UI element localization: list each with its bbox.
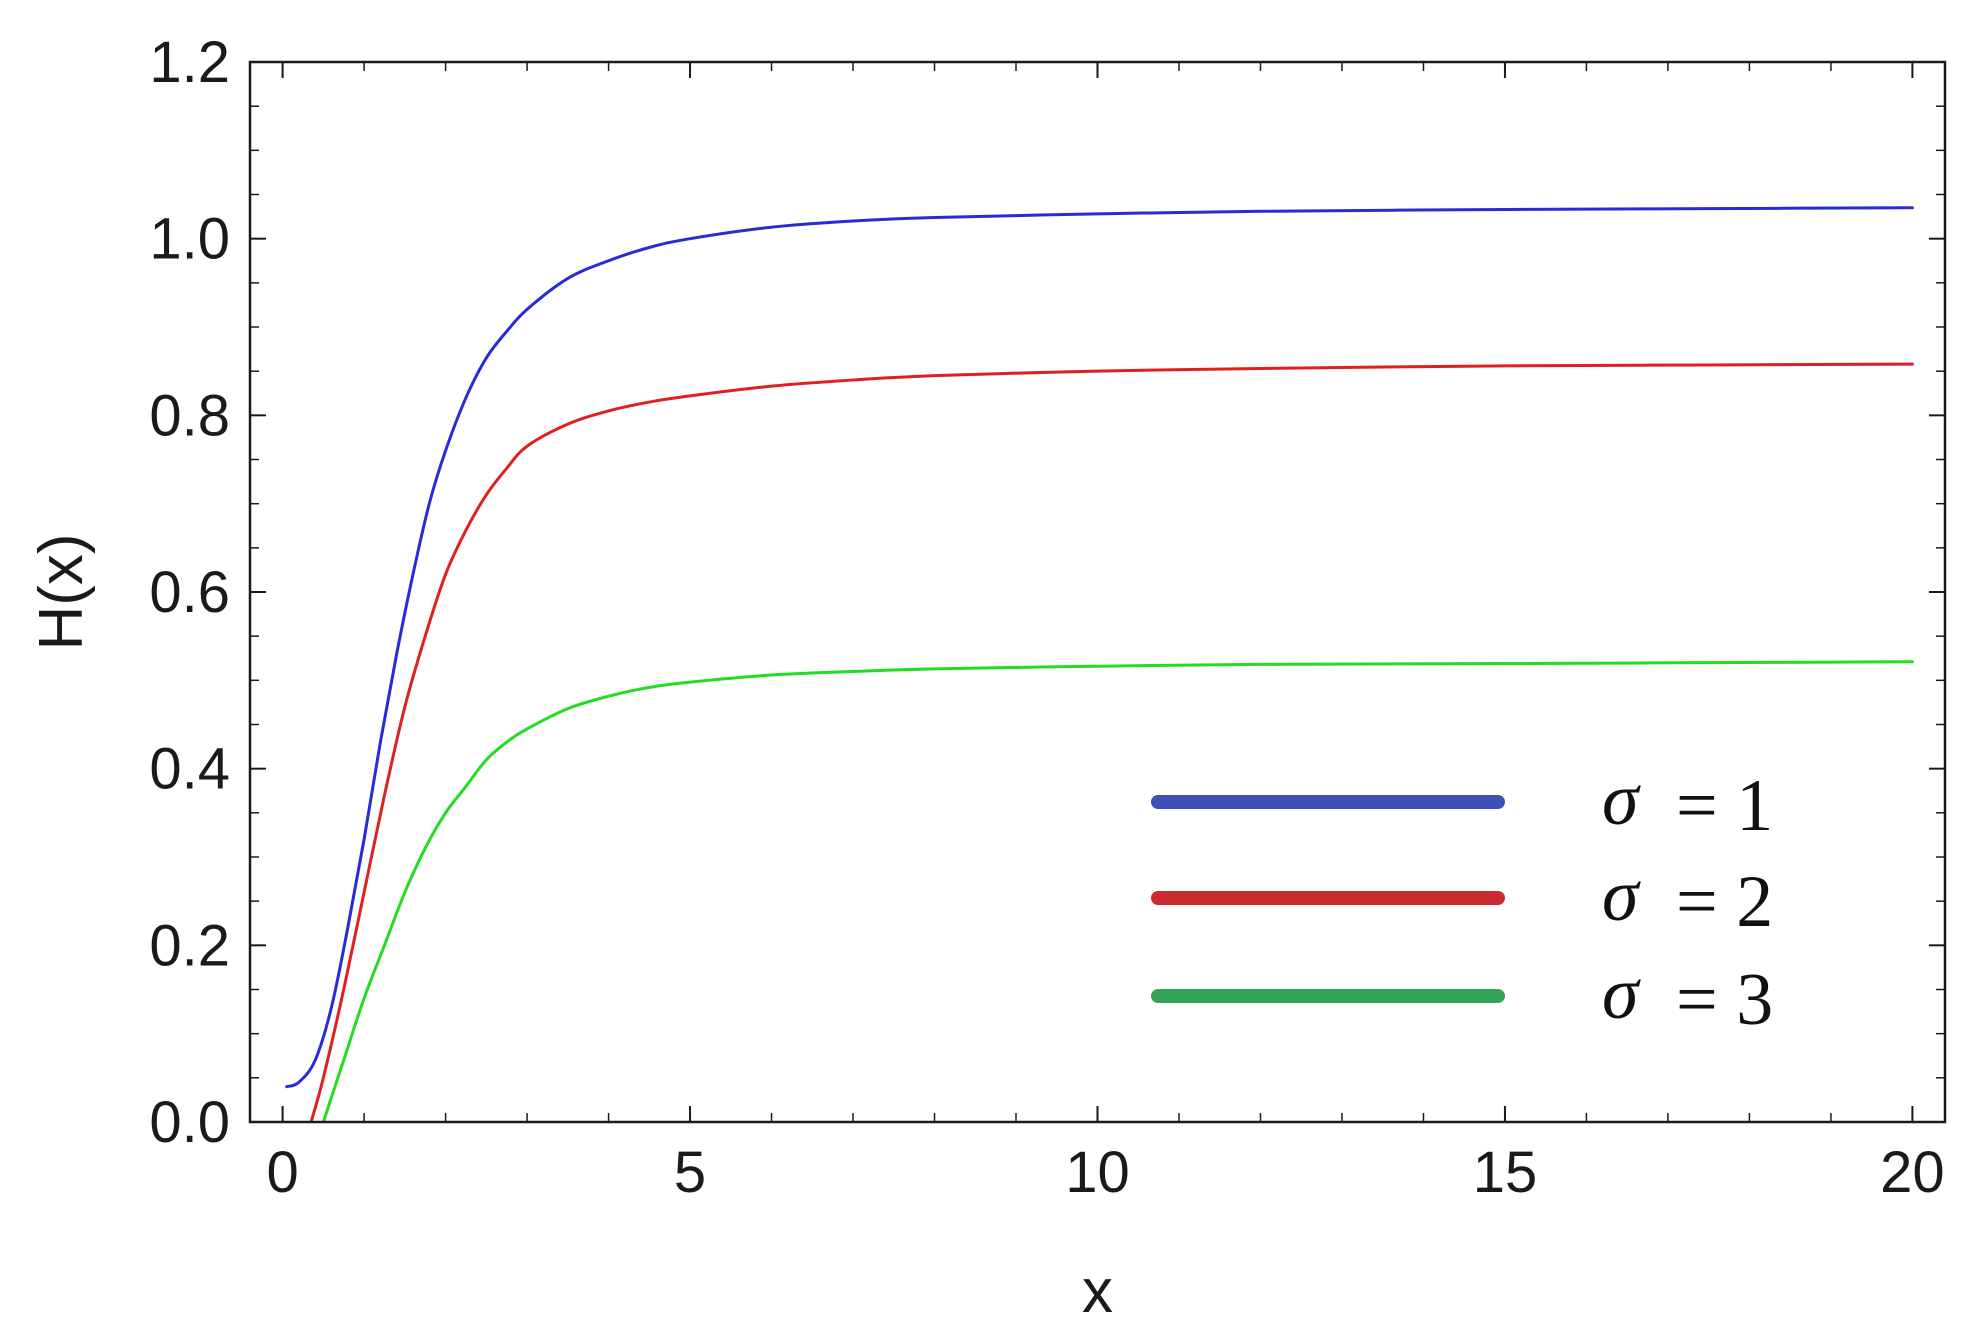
y-tick-label: 1.0 (149, 207, 230, 272)
y-tick-label: 0.2 (149, 913, 230, 978)
legend-value: = 2 (1676, 861, 1773, 943)
x-tick-label: 15 (1473, 1140, 1538, 1205)
x-tick-label: 0 (266, 1140, 298, 1205)
major-ticks (250, 61, 1945, 1123)
tick-labels: 0 5 10 15 20 0.0 0.2 0.4 0.6 0.8 1.0 1.2 (149, 30, 1944, 1205)
minor-ticks (250, 62, 1945, 1122)
legend-symbol: σ (1602, 855, 1641, 937)
legend-value: = 1 (1676, 765, 1773, 847)
y-tick-label: 0.8 (149, 383, 230, 448)
series-line (309, 362, 1914, 1122)
legend-symbol: σ (1602, 759, 1641, 841)
y-axis-label: H(x) (27, 533, 96, 650)
y-tick-label: 0.4 (149, 737, 230, 802)
x-tick-label: 5 (674, 1140, 706, 1205)
legend-symbol: σ (1602, 953, 1641, 1035)
y-tick-label: 1.2 (149, 30, 230, 95)
y-tick-label: 0.0 (149, 1090, 230, 1155)
x-tick-label: 10 (1065, 1140, 1130, 1205)
legend-value: = 3 (1676, 959, 1773, 1041)
y-tick-label: 0.6 (149, 560, 230, 625)
x-tick-label: 20 (1880, 1140, 1945, 1205)
series-line (285, 206, 1914, 1089)
legend: σ = 1 σ = 2 σ = 3 (1151, 759, 1773, 1041)
series-layer (285, 206, 1914, 1122)
series-line (321, 660, 1914, 1122)
x-axis-label: x (1082, 1257, 1113, 1326)
